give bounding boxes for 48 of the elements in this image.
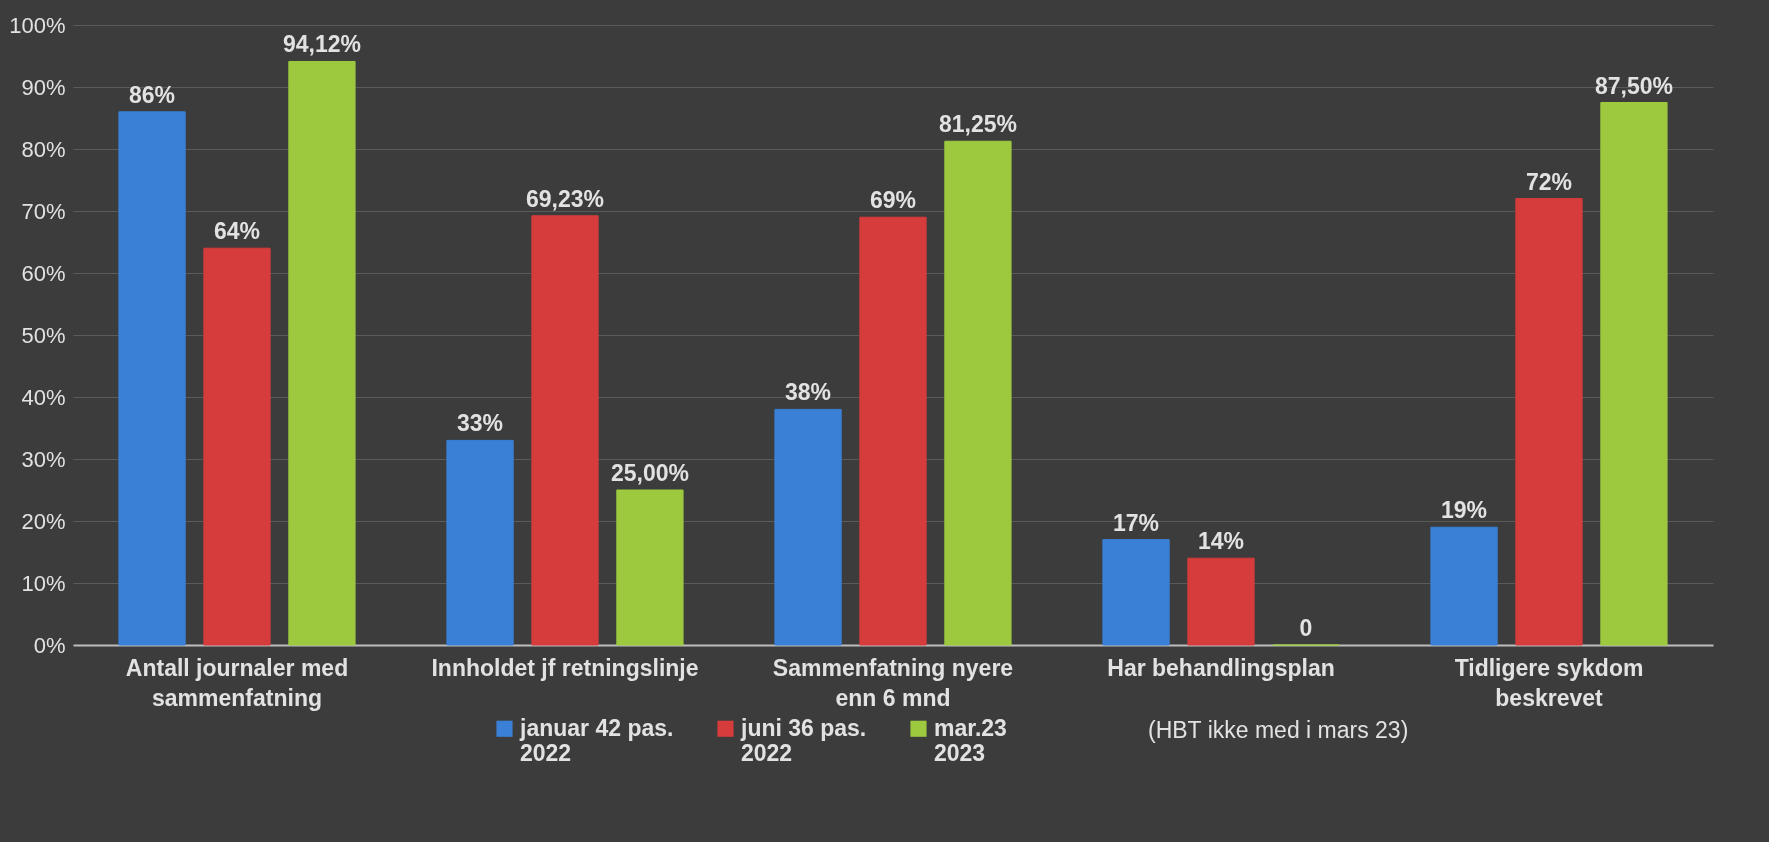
y-tick-label: 50% (21, 322, 66, 348)
bar (288, 60, 356, 646)
data-label: 25,00% (610, 460, 689, 486)
bar (944, 140, 1012, 646)
bar (446, 439, 514, 646)
y-tick-label: 10% (21, 570, 66, 596)
data-label: 94,12% (282, 31, 361, 58)
bar (1515, 198, 1583, 646)
data-label: 69% (869, 187, 917, 214)
x-tick-label: Antall journaler med sammenfatning (125, 654, 349, 711)
data-label: 72% (1525, 168, 1573, 195)
legend-label: juni 36 pas. 2022 (740, 714, 867, 766)
y-tick-label: 20% (21, 508, 66, 534)
y-tick-label: 40% (21, 384, 66, 410)
y-tick-label: 100% (9, 12, 66, 38)
y-tick-label: 70% (21, 198, 66, 224)
data-label: 86% (129, 81, 176, 108)
y-tick-label: 80% (21, 136, 66, 162)
data-label: 19% (1441, 497, 1488, 524)
x-tick-label: Har behandlingsplan (1107, 654, 1335, 681)
y-tick-label: 60% (21, 260, 66, 286)
legend-label: januar 42 pas. 2022 (519, 714, 674, 766)
bar (859, 216, 927, 646)
bar (118, 111, 186, 646)
bar (1187, 557, 1255, 646)
bar (1430, 526, 1498, 646)
bar (531, 215, 599, 646)
y-tick-label: 30% (21, 446, 66, 472)
data-label: 0 (1299, 615, 1313, 641)
data-label: 69,23% (525, 185, 605, 212)
text: (HBT ikke med i mars 23) (1148, 717, 1409, 743)
legend-label: mar.23 2023 (934, 714, 1007, 766)
x-tick-label: Tidligere sykdom beskrevet (1454, 654, 1644, 711)
data-label: 87,50% (1594, 72, 1673, 99)
bar (1102, 539, 1170, 646)
y-tick-label: 0% (33, 632, 66, 658)
data-label: 17% (1113, 509, 1160, 536)
data-label: 33% (457, 410, 504, 437)
bar (616, 489, 684, 646)
data-label: 64% (213, 218, 261, 245)
bar (1600, 102, 1668, 646)
x-tick-label: Innholdet jf retningslinje (431, 654, 699, 681)
data-label: 14% (1197, 528, 1245, 555)
y-tick-label: 90% (21, 74, 66, 100)
bar (774, 408, 842, 646)
data-label: 38% (785, 379, 832, 406)
bar (203, 247, 271, 646)
data-label: 81,25% (938, 111, 1017, 138)
